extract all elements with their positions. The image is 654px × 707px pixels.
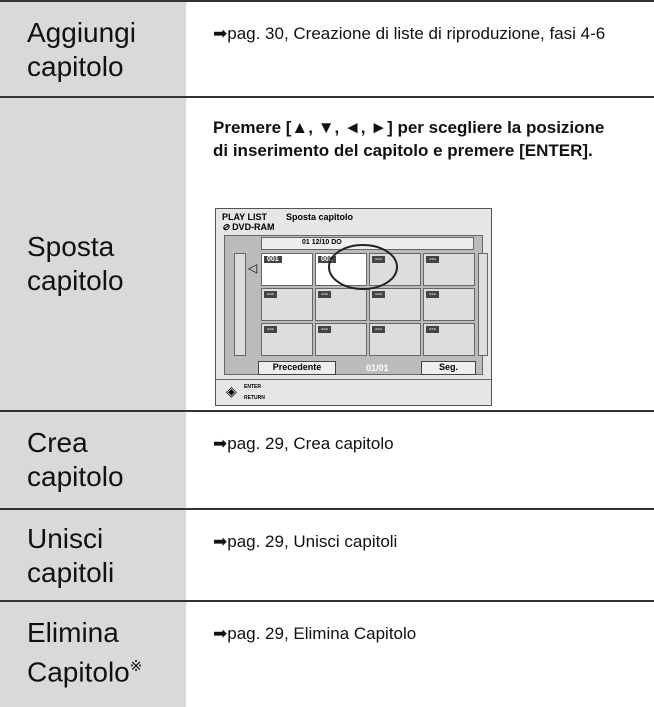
thumbnail: --- [423, 323, 475, 356]
thumbnail-label: --- [426, 256, 439, 263]
row-text: ➡pag. 29, Elimina Capitolo [213, 624, 417, 643]
thumbnail-label: --- [426, 326, 439, 333]
thumbnail-label: --- [264, 291, 277, 298]
label-text: Crea capitolo [27, 427, 124, 492]
thumbnail: --- [369, 323, 421, 356]
row: Sposta capitolo Premere [▲, ▼, ◄, ►] per… [0, 96, 654, 410]
row-label: Unisci capitoli [0, 510, 187, 600]
row: Elimina Capitolo※ ➡pag. 29, Elimina Capi… [0, 600, 654, 707]
thumbnail-label: --- [318, 326, 331, 333]
row-label: Sposta capitolo [0, 98, 187, 410]
thumbnail: --- [315, 323, 367, 356]
row-text: ➡pag. 29, Crea capitolo [213, 434, 394, 453]
thumbnail-label: --- [372, 326, 385, 333]
thumbnail-label: 002 [318, 256, 336, 263]
remote-icon: ◈ [226, 383, 237, 399]
side [234, 253, 246, 356]
enter-label: ENTER [244, 384, 261, 390]
thumbnail: --- [315, 288, 367, 321]
side [478, 253, 488, 356]
screen-title: PLAY LIST [222, 212, 268, 222]
arrow-left: ◁ [248, 261, 258, 275]
row-label: Crea capitolo [0, 412, 187, 508]
row: Aggiungi capitolo ➡pag. 30, Creazione di… [0, 0, 654, 96]
note-mark: ※ [129, 658, 143, 675]
thumbnail: 001 [261, 253, 313, 286]
highlight [328, 244, 398, 290]
label-text: Unisci capitoli [27, 523, 115, 588]
label-words: Elimina Capitolo [27, 617, 130, 688]
screen-subtitle: Sposta capitolo [286, 212, 354, 222]
thumbnail: --- [423, 253, 475, 286]
button: Seg. [421, 361, 476, 375]
label-text: Sposta capitolo [27, 231, 124, 296]
row-text: ➡pag. 30, Creazione di liste di riproduz… [213, 24, 606, 43]
divider [216, 379, 491, 380]
row-label: Aggiungi capitolo [0, 2, 187, 96]
screen-media: ⊘ DVD-RAM [222, 222, 275, 232]
thumbnail: --- [261, 323, 313, 356]
thumbnail: 002 [315, 253, 367, 286]
media-text: DVD-RAM [232, 222, 275, 232]
instruction: Premere [▲, ▼, ◄, ►] per scegliere la po… [213, 118, 605, 160]
label-text: Aggiungi capitolo [27, 17, 136, 82]
row-text: ➡pag. 29, Unisci capitoli [213, 532, 398, 551]
label-text: Elimina Capitolo※ [27, 616, 177, 689]
thumbnail: --- [369, 288, 421, 321]
thumbnail-label: --- [372, 291, 385, 298]
page-number: 01/01 [366, 363, 389, 373]
return-label: RETURN [244, 395, 265, 401]
row: Unisci capitoli ➡pag. 29, Unisci capitol… [0, 508, 654, 600]
row: Crea capitolo ➡pag. 29, Crea capitolo [0, 410, 654, 508]
thumbnail: --- [261, 288, 313, 321]
thumbnail-label: --- [318, 291, 331, 298]
row-label: Elimina Capitolo※ [0, 602, 187, 707]
thumbnail-label: 001 [264, 256, 282, 263]
thumbnail-label: --- [264, 326, 277, 333]
screen: PLAY LIST Sposta capitolo ⊘ DVD-RAM 01 1… [215, 208, 492, 406]
date-bar: 01 12/10 DO [261, 237, 474, 250]
thumbnail-label: --- [372, 256, 385, 263]
thumbnail: --- [423, 288, 475, 321]
thumbnail-label: --- [426, 291, 439, 298]
button: Precedente [258, 361, 336, 375]
